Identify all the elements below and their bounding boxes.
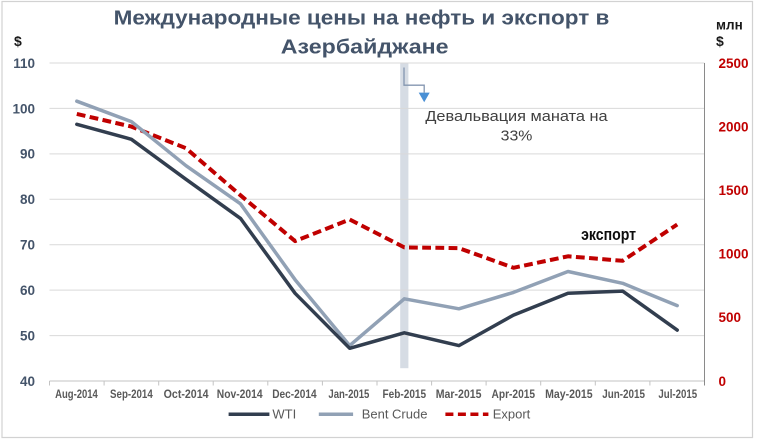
svg-text:100: 100 bbox=[12, 101, 35, 116]
svg-text:Международные цены на нефть и: Международные цены на нефть и экспорт в bbox=[114, 8, 610, 30]
svg-text:0: 0 bbox=[719, 374, 727, 389]
svg-text:1000: 1000 bbox=[719, 247, 749, 262]
svg-text:млн: млн bbox=[716, 17, 743, 32]
svg-text:Jul-2015: Jul-2015 bbox=[658, 387, 697, 401]
svg-text:$: $ bbox=[716, 33, 724, 49]
svg-text:Jan-2015: Jan-2015 bbox=[328, 387, 369, 401]
svg-text:$: $ bbox=[14, 33, 22, 49]
svg-text:Азербайджане: Азербайджане bbox=[281, 37, 449, 59]
svg-text:33%: 33% bbox=[501, 128, 533, 145]
svg-text:Девальвация маната на: Девальвация маната на bbox=[425, 108, 608, 125]
svg-text:2500: 2500 bbox=[719, 56, 749, 71]
svg-text:Mar-2015: Mar-2015 bbox=[436, 387, 482, 401]
svg-text:40: 40 bbox=[20, 374, 35, 389]
svg-text:1500: 1500 bbox=[719, 183, 749, 198]
svg-text:500: 500 bbox=[719, 310, 742, 325]
svg-text:Jun-2015: Jun-2015 bbox=[602, 387, 645, 401]
svg-text:Bent Crude: Bent Crude bbox=[362, 407, 428, 422]
svg-text:Dec-2014: Dec-2014 bbox=[272, 387, 317, 401]
svg-text:90: 90 bbox=[20, 147, 35, 162]
svg-text:50: 50 bbox=[20, 328, 35, 343]
svg-text:May-2015: May-2015 bbox=[545, 387, 593, 401]
svg-text:Nov-2014: Nov-2014 bbox=[217, 387, 263, 401]
svg-text:Export: Export bbox=[493, 407, 531, 422]
svg-text:80: 80 bbox=[20, 192, 35, 207]
svg-text:2000: 2000 bbox=[719, 119, 749, 134]
svg-text:Apr-2015: Apr-2015 bbox=[492, 387, 536, 401]
svg-text:Aug-2014: Aug-2014 bbox=[55, 387, 98, 401]
svg-text:WTI: WTI bbox=[272, 407, 296, 422]
svg-text:60: 60 bbox=[20, 283, 35, 298]
svg-text:Sep-2014: Sep-2014 bbox=[110, 387, 153, 401]
svg-text:110: 110 bbox=[13, 56, 35, 71]
svg-text:Oct-2014: Oct-2014 bbox=[164, 387, 209, 401]
svg-text:экспорт: экспорт bbox=[581, 226, 636, 244]
svg-text:Feb-2015: Feb-2015 bbox=[383, 387, 427, 401]
svg-text:70: 70 bbox=[20, 238, 35, 253]
